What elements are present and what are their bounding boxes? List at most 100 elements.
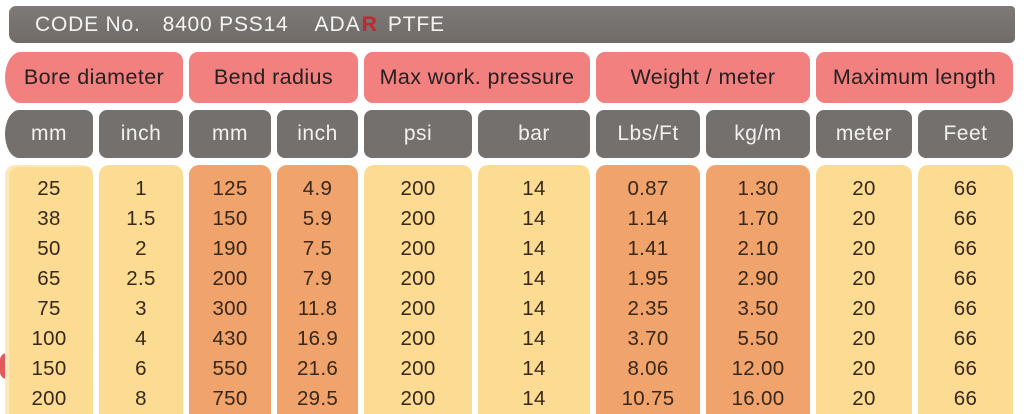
table-cell-r3-c0: 65 [37,267,61,290]
data-column-9: 66 66 66 66 66 66 66 66 [918,165,1013,414]
table-cell-r5-c6: 3.70 [627,327,669,350]
data-column-2: 125 150 190 200 300 430 550 750 [189,165,271,414]
table-cell-r5-c0: 100 [31,327,67,350]
table-cell-r1-c1: 1.5 [126,207,156,230]
table-cell-r6-c2: 550 [212,357,248,380]
table-cell-r7-c7: 16.00 [731,387,785,410]
unit-header-7-kg-m: kg/m [706,110,810,158]
table-cell-r4-c5: 14 [522,297,546,320]
table-cell-r1-c0: 38 [37,207,61,230]
unit-header-3-inch: inch [277,110,358,158]
data-column-0: 25 38 50 65 75 100 150 200 [5,165,93,414]
table-cell-r0-c2: 125 [212,177,248,200]
table-cell-r2-c5: 14 [522,237,546,260]
data-column-6: 0.87 1.14 1.41 1.95 2.35 3.70 8.06 10.75 [596,165,700,414]
table-cell-r6-c3: 21.6 [296,357,339,380]
group-header-row: Bore diameter Bend radius Max work. pressu… [5,52,1019,103]
table-cell-r0-c3: 4.9 [302,177,333,200]
table-cell-r6-c0: 150 [31,357,67,380]
table-cell-r6-c1: 6 [135,357,147,380]
table-cell-r5-c1: 4 [135,327,147,350]
unit-header-2-mm: mm [189,110,271,158]
group-header-weight-meter: Weight / meter [596,52,810,103]
unit-header-9-feet: Feet [918,110,1013,158]
table-cell-r5-c5: 14 [522,327,546,350]
table-cell-r2-c2: 190 [212,237,248,260]
table-cell-r7-c4: 200 [400,387,436,410]
table-cell-r3-c9: 66 [953,267,978,290]
data-column-4: 200 200 200 200 200 200 200 200 [364,165,472,414]
table-cell-r6-c9: 66 [953,357,978,380]
code-label: CODE No. [35,12,141,36]
data-column-5: 14 14 14 14 14 14 14 14 [478,165,590,414]
table-cell-r2-c8: 20 [852,237,876,260]
table-cell-r6-c5: 14 [522,357,546,380]
table-cell-r6-c6: 8.06 [627,357,669,380]
table-cell-r5-c4: 200 [400,327,436,350]
brand-r-logo: R [361,12,378,36]
table-cell-r2-c1: 2 [135,237,147,260]
table-cell-r7-c2: 750 [212,387,248,410]
table-cell-r0-c4: 200 [400,177,436,200]
table-cell-r3-c4: 200 [400,267,436,290]
table-cell-r7-c1: 8 [135,387,147,410]
data-column-1: 1 1.5 2 2.5 3 4 6 8 [99,165,183,414]
unit-header-5-bar: bar [478,110,590,158]
table-cell-r0-c6: 0.87 [627,177,669,200]
table-cell-r4-c1: 3 [135,297,147,320]
unit-header-6-lbs-ft: Lbs/Ft [596,110,700,158]
table-cell-r7-c0: 200 [31,387,67,410]
table-cell-r3-c3: 7.9 [302,267,333,290]
table-cell-r7-c6: 10.75 [621,387,675,410]
table-cell-r1-c7: 1.70 [737,207,779,230]
table-cell-r2-c3: 7.5 [302,237,333,260]
group-header-max-work-pressure: Max work. pressure [364,52,590,103]
table-cell-r0-c5: 14 [522,177,546,200]
table-cell-r4-c2: 300 [212,297,248,320]
group-header-bend-radius: Bend radius [189,52,358,103]
table-cell-r1-c3: 5.9 [302,207,333,230]
table-cell-r7-c5: 14 [522,387,546,410]
table-cell-r4-c4: 200 [400,297,436,320]
table-cell-r4-c9: 66 [953,297,978,320]
table-cell-r1-c9: 66 [953,207,978,230]
table-cell-r2-c9: 66 [953,237,978,260]
table-cell-r5-c8: 20 [852,327,876,350]
table-cell-r0-c0: 25 [37,177,61,200]
table-cell-r4-c6: 2.35 [627,297,669,320]
table-cell-r5-c3: 16.9 [296,327,339,350]
table-cell-r1-c4: 200 [400,207,436,230]
table-cell-r3-c5: 14 [522,267,546,290]
table-cell-r4-c8: 20 [852,297,876,320]
table-cell-r2-c0: 50 [37,237,61,260]
table-cell-r1-c8: 20 [852,207,876,230]
unit-header-row: mm inch mm inch psi bar Lbs/Ft kg/m meter Feet [5,110,1019,158]
table-cell-r2-c6: 1.41 [627,237,669,260]
group-header-bore-diameter: Bore diameter [5,52,183,103]
table-cell-r4-c7: 3.50 [737,297,779,320]
table-cell-r4-c0: 75 [37,297,61,320]
table-cell-r7-c8: 20 [852,387,876,410]
table-cell-r3-c7: 2.90 [737,267,779,290]
table-cell-r1-c6: 1.14 [627,207,669,230]
brand-text: ADA [314,12,361,36]
table-cell-r3-c1: 2.5 [126,267,156,290]
table-cell-r6-c7: 12.00 [731,357,785,380]
table-cell-r5-c2: 430 [212,327,248,350]
data-area: 25 38 50 65 75 100 150 200 1 1.5 2 2.5 3 4 6 8 125 150 190… [5,165,1019,414]
group-header-maximum-length: Maximum length [816,52,1013,103]
table-cell-r6-c8: 20 [852,357,876,380]
table-cell-r1-c5: 14 [522,207,546,230]
table-cell-r7-c9: 66 [953,387,978,410]
data-column-8: 20 20 20 20 20 20 20 20 [816,165,912,414]
table-cell-r3-c2: 200 [212,267,248,290]
table-cell-r5-c7: 5.50 [737,327,779,350]
code-value: 8400 PSS14 [162,12,289,36]
unit-header-4-psi: psi [364,110,472,158]
table-cell-r1-c2: 150 [212,207,248,230]
data-column-7: 1.30 1.70 2.10 2.90 3.50 5.50 12.00 16.00 [706,165,810,414]
table-cell-r3-c6: 1.95 [627,267,669,290]
unit-header-0-mm: mm [5,110,93,158]
table-cell-r0-c9: 66 [953,177,978,200]
